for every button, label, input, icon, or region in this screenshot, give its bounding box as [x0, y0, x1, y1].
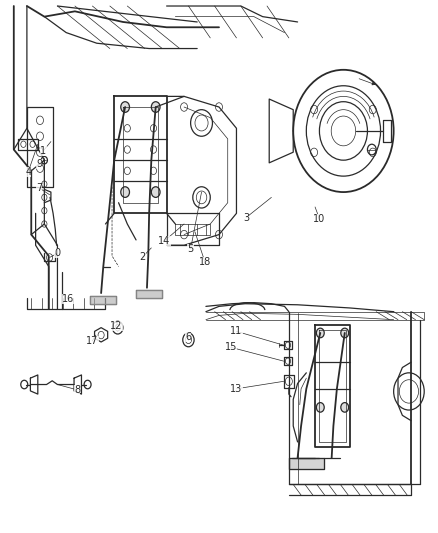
Polygon shape [289, 458, 324, 469]
Text: 3: 3 [243, 213, 249, 223]
Text: 16: 16 [62, 294, 74, 304]
Circle shape [151, 102, 160, 112]
Text: 2: 2 [139, 252, 146, 262]
Circle shape [316, 402, 324, 412]
Text: 1: 1 [40, 146, 46, 156]
Text: 11: 11 [230, 326, 243, 336]
Text: 0: 0 [54, 248, 60, 258]
Text: 14: 14 [158, 236, 170, 246]
Circle shape [341, 328, 349, 338]
Text: 5: 5 [187, 244, 194, 254]
Circle shape [121, 102, 130, 112]
Polygon shape [136, 290, 162, 298]
Text: 6: 6 [185, 332, 191, 342]
Circle shape [151, 187, 160, 197]
Text: 17: 17 [86, 336, 99, 346]
Text: 12: 12 [110, 321, 123, 331]
Text: 9: 9 [36, 159, 42, 169]
Text: 18: 18 [199, 257, 211, 267]
Text: 8: 8 [74, 385, 80, 395]
Text: 15: 15 [225, 342, 237, 352]
Circle shape [316, 328, 324, 338]
Polygon shape [90, 296, 117, 304]
Text: 4: 4 [25, 167, 31, 177]
Text: 7: 7 [36, 183, 42, 193]
Circle shape [341, 402, 349, 412]
Text: 10: 10 [313, 214, 325, 224]
Circle shape [121, 187, 130, 197]
Text: 13: 13 [230, 384, 243, 394]
